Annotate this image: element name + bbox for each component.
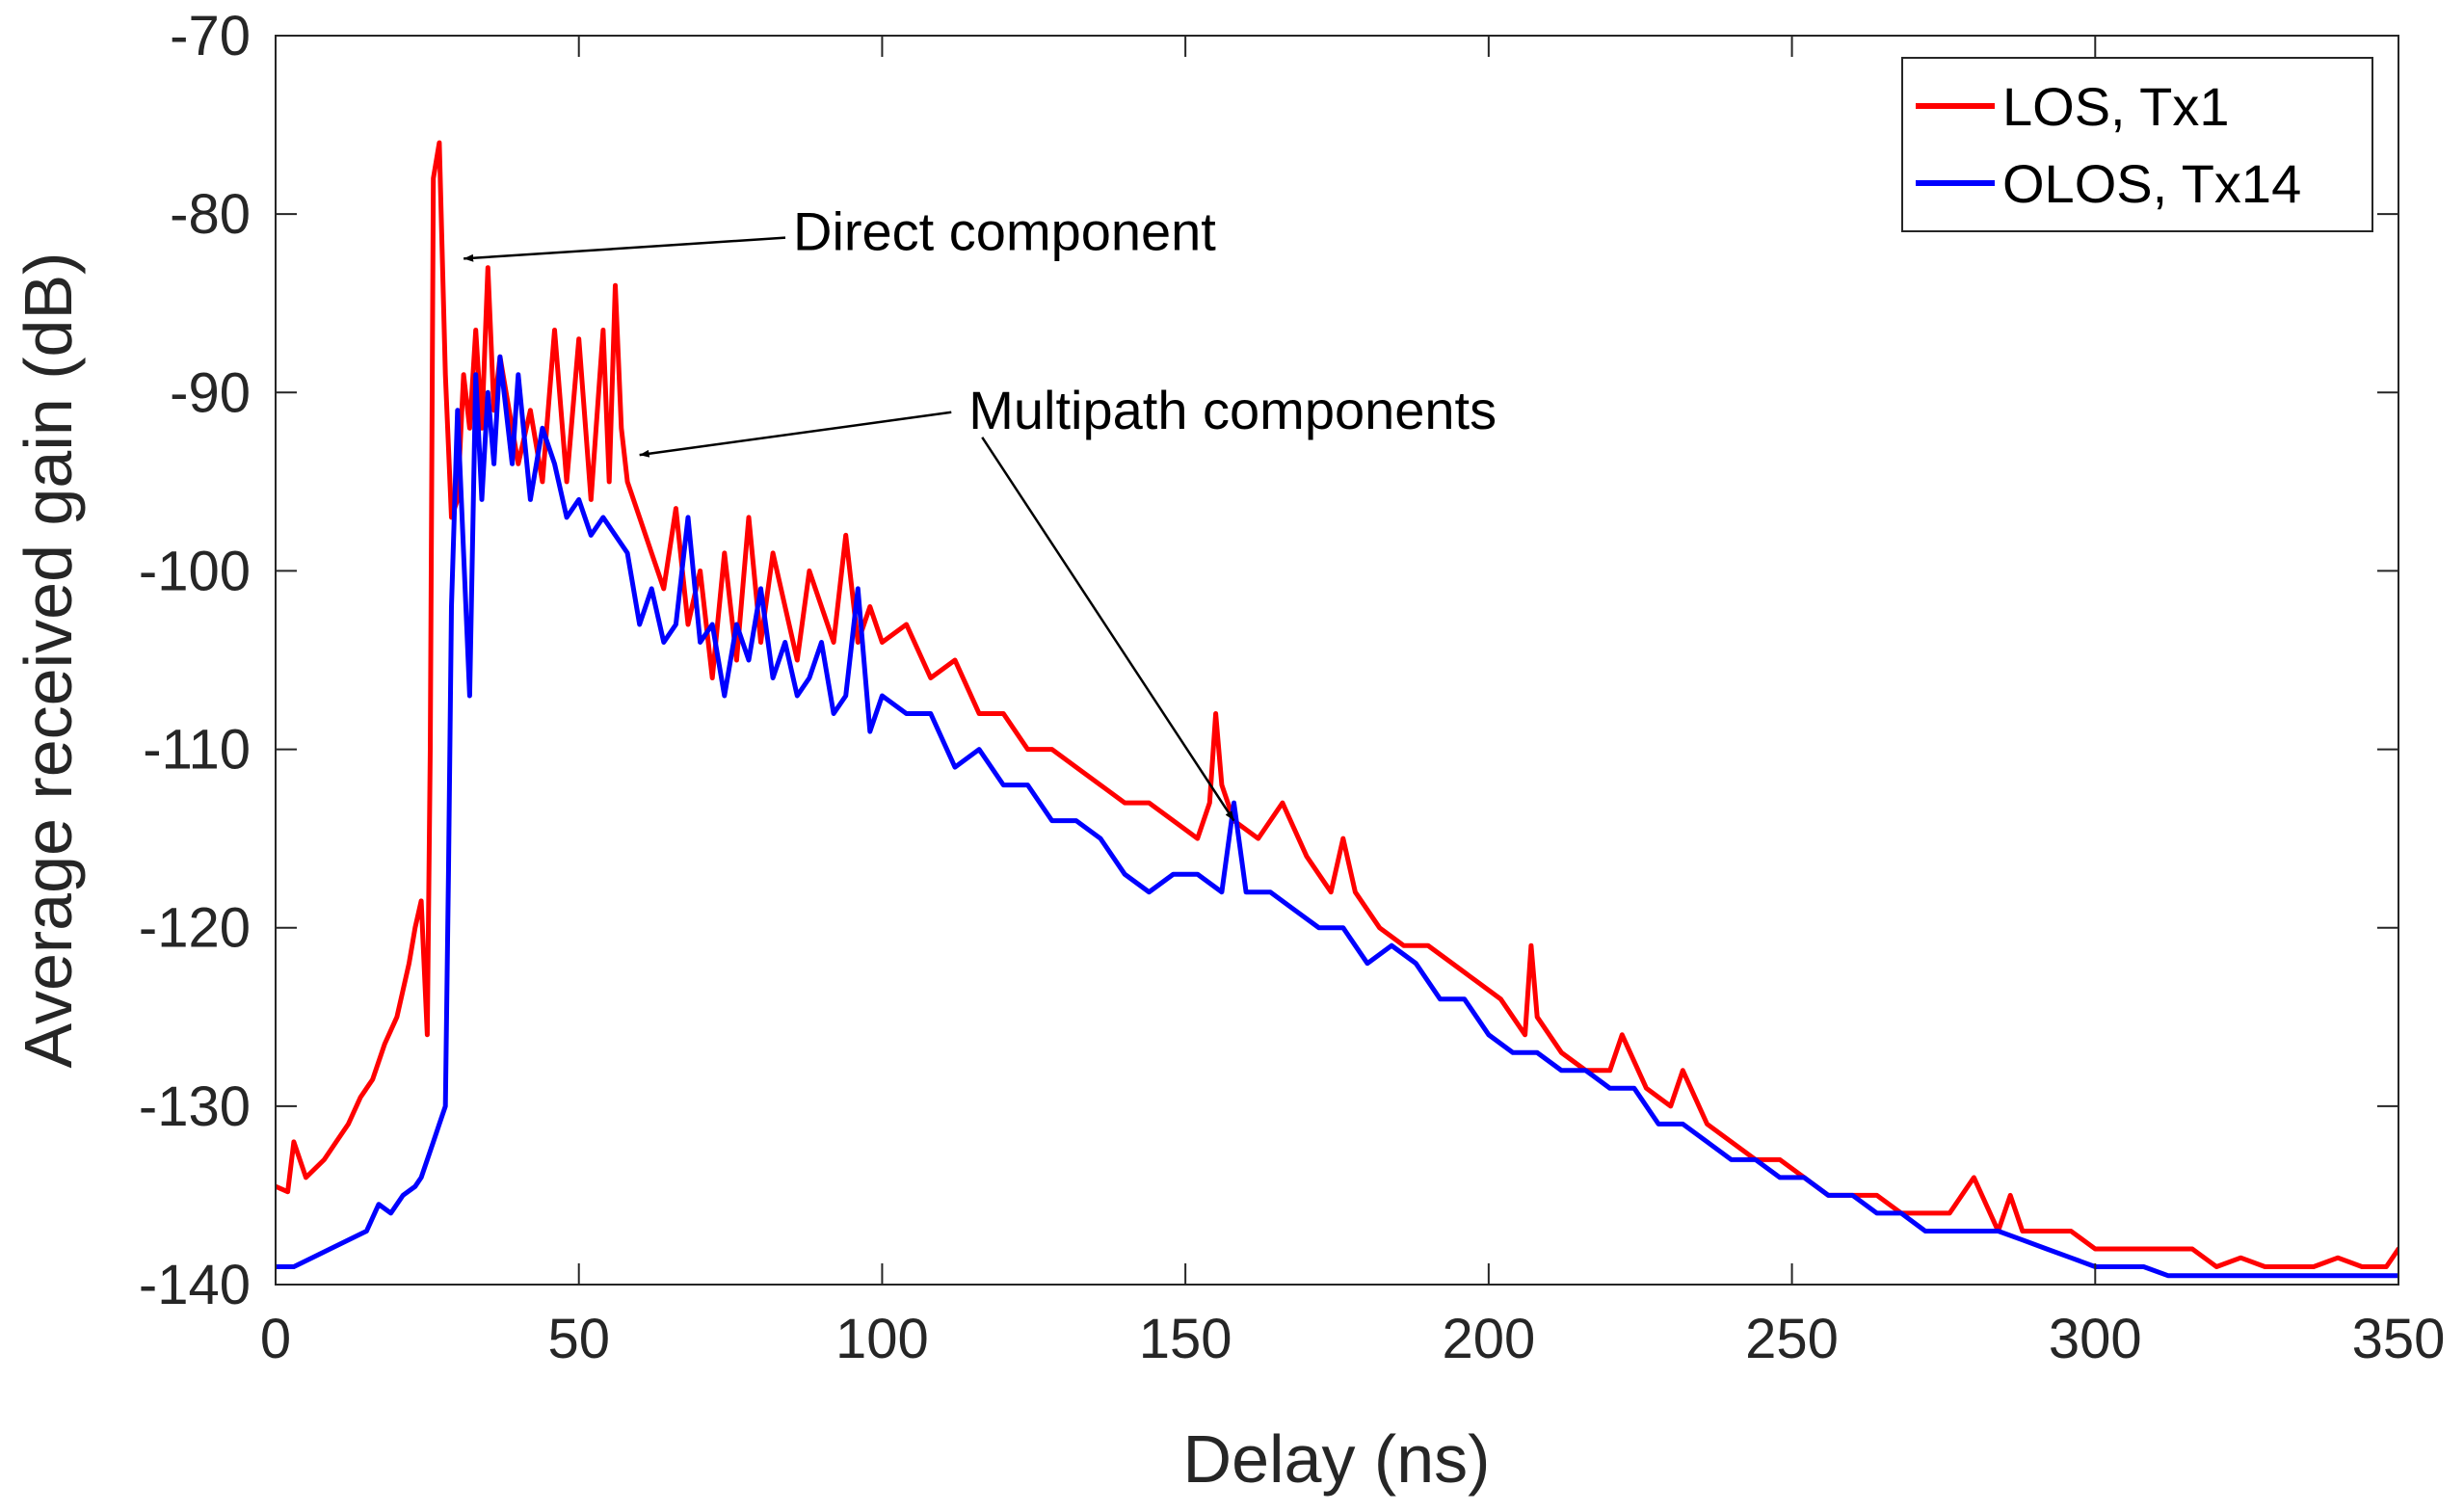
direct-component-label: Direct component [793, 201, 1216, 262]
x-tick-label: 50 [547, 1308, 610, 1370]
series-layer [276, 140, 2398, 1279]
ticks-layer: 0 50 100 150 200 250 300 350 -140 -130 -120 -110 -10… [139, 5, 2445, 1370]
y-axis-label: Average received gain (dB) [11, 252, 86, 1069]
series-line-1 [276, 140, 2398, 1269]
multipath-components-label: Multipath components [968, 380, 1497, 440]
x-tick-label: 350 [2352, 1308, 2446, 1370]
annotation-layer: Direct component Multipath components [464, 201, 1497, 822]
multipath-arrow-right [981, 437, 1235, 822]
y-tick-label: -70 [170, 5, 251, 67]
y-tick-label: -110 [143, 719, 251, 782]
axes-box [275, 35, 2399, 1286]
x-axis-label: Delay (ns) [1183, 1421, 1491, 1497]
legend-label-2: OLOS, Tx14 [2002, 153, 2301, 214]
multipath-arrow-left [639, 411, 952, 458]
y-tick-label: -120 [139, 897, 251, 960]
x-tick-label: 150 [1139, 1308, 1232, 1370]
y-tick-label: -90 [170, 361, 251, 424]
legend-label-1: LOS, Tx1 [2002, 76, 2230, 137]
x-tick-label: 250 [1745, 1308, 1839, 1370]
plot-background [276, 36, 2398, 1285]
legend-layer: LOS, Tx1 OLOS, Tx14 [1901, 57, 2373, 232]
y-tick-label: -80 [170, 183, 251, 246]
y-tick-label: -130 [139, 1075, 251, 1138]
y-tick-label: -100 [139, 540, 251, 602]
x-tick-label: 100 [835, 1308, 929, 1370]
legend-box [1901, 57, 2373, 232]
x-tick-label: 200 [1442, 1308, 1535, 1370]
x-tick-label: 0 [260, 1308, 291, 1370]
axes-layer [275, 35, 2399, 1286]
x-tick-label: 300 [2049, 1308, 2142, 1370]
y-tick-label: -140 [139, 1254, 251, 1316]
direct-component-arrow [464, 236, 786, 262]
series-line-2 [276, 354, 2398, 1279]
